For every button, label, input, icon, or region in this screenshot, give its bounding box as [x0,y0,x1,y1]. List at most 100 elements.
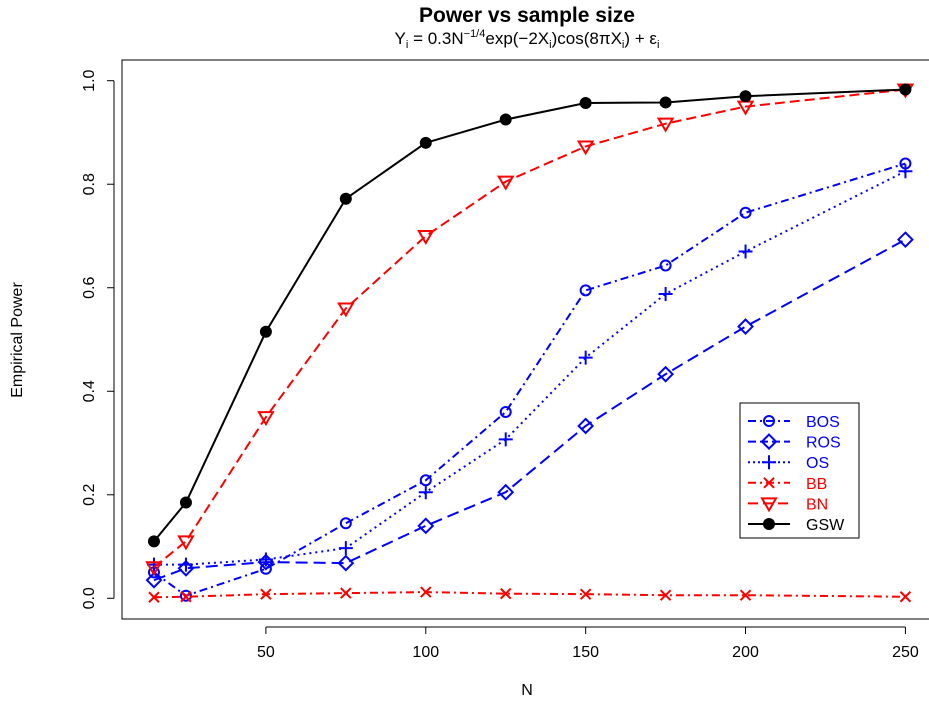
data-point [579,284,592,297]
x-tick-label: 50 [257,644,275,661]
data-point [737,318,754,335]
y-tick-label: 0.2 [81,484,98,506]
data-point [899,591,912,603]
data-point [657,365,675,383]
data-point [177,535,195,551]
data-point [337,302,355,318]
data-point [148,591,160,603]
series-bb [148,586,912,603]
data-point [659,96,672,109]
series-bos [147,157,912,602]
data-point [339,192,352,205]
y-tick-label: 1.0 [81,69,98,91]
legend-item-bb: BB [748,476,827,493]
data-point [897,231,914,249]
y-tick-label: 0.8 [81,173,98,195]
data-point [658,286,673,301]
data-point [738,244,753,259]
data-point [739,90,752,103]
data-point [739,589,752,601]
data-point [576,140,595,156]
y-tick-label: 0.4 [81,380,98,402]
legend-label: BOS [806,414,840,431]
series-os [146,164,913,572]
series-line [153,88,906,542]
data-point [739,206,752,219]
data-point [579,588,592,600]
data-point [257,411,275,427]
data-point [147,535,160,548]
data-point [338,541,353,556]
data-point [899,83,912,96]
data-point [178,557,193,572]
y-tick-label: 0.0 [81,587,98,609]
legend-label: BB [806,476,827,493]
data-point [177,559,195,577]
data-point [418,485,433,500]
series-bn [145,83,915,577]
data-point [259,325,272,338]
series-ros [145,231,914,589]
x-axis-title: N [521,682,533,699]
chart-subtitle: Yi = 0.3N−1/4exp(−2Xi)cos(8πXi) + εi [395,28,660,51]
legend-marker [763,415,775,427]
y-tick-label: 0.6 [81,277,98,299]
series-line [153,591,906,599]
legend-item-os: OS [748,455,829,472]
data-point [145,571,163,589]
data-point [420,586,432,598]
chart-title: Power vs sample size [419,4,635,27]
data-point [499,405,512,418]
data-point [577,417,595,435]
legend-marker [763,477,775,489]
y-axis-title: Empirical Power [9,282,26,398]
x-tick-label: 200 [732,644,759,661]
plot-frame [121,59,929,620]
data-point [145,561,163,577]
data-point [496,175,515,191]
x-tick-label: 100 [412,644,439,661]
data-point [499,113,512,126]
series-line [153,238,906,582]
data-point [417,517,435,535]
data-point [578,350,593,365]
x-tick-label: 150 [572,644,599,661]
series-gsw [147,83,912,548]
data-point [179,496,192,509]
data-point [260,588,272,600]
data-point [340,587,352,599]
legend-marker [762,455,776,470]
legend: BOS ROS OS BB BN GSW [739,402,860,539]
data-point [339,517,352,530]
series-layer [145,83,915,603]
data-point [898,164,913,179]
y-axis: 0.0 0.2 0.4 0.6 0.8 1.0 [81,69,115,609]
data-point [659,589,672,601]
legend-item-gsw: GSW [748,517,845,534]
series-line [153,162,906,597]
data-point [656,117,675,133]
legend-box [739,402,860,539]
legend-marker [760,433,778,451]
legend-marker [760,497,778,513]
data-point [498,432,513,447]
data-point [258,552,273,567]
legend-label: BN [806,496,828,513]
legend-label: ROS [806,435,841,452]
x-axis: 50 100 150 200 250 [257,626,919,661]
legend-label: OS [806,455,829,472]
x-tick-label: 250 [892,644,919,661]
data-point [497,483,515,501]
legend-item-ros: ROS [748,433,841,452]
data-point [337,554,355,572]
legend-marker [763,518,775,530]
data-point [579,96,592,109]
series-line [153,88,906,569]
data-point [180,591,192,603]
data-point [659,259,672,272]
data-point [500,587,512,600]
data-point [417,229,435,245]
legend-label: GSW [806,517,845,534]
legend-item-bos: BOS [748,414,840,431]
